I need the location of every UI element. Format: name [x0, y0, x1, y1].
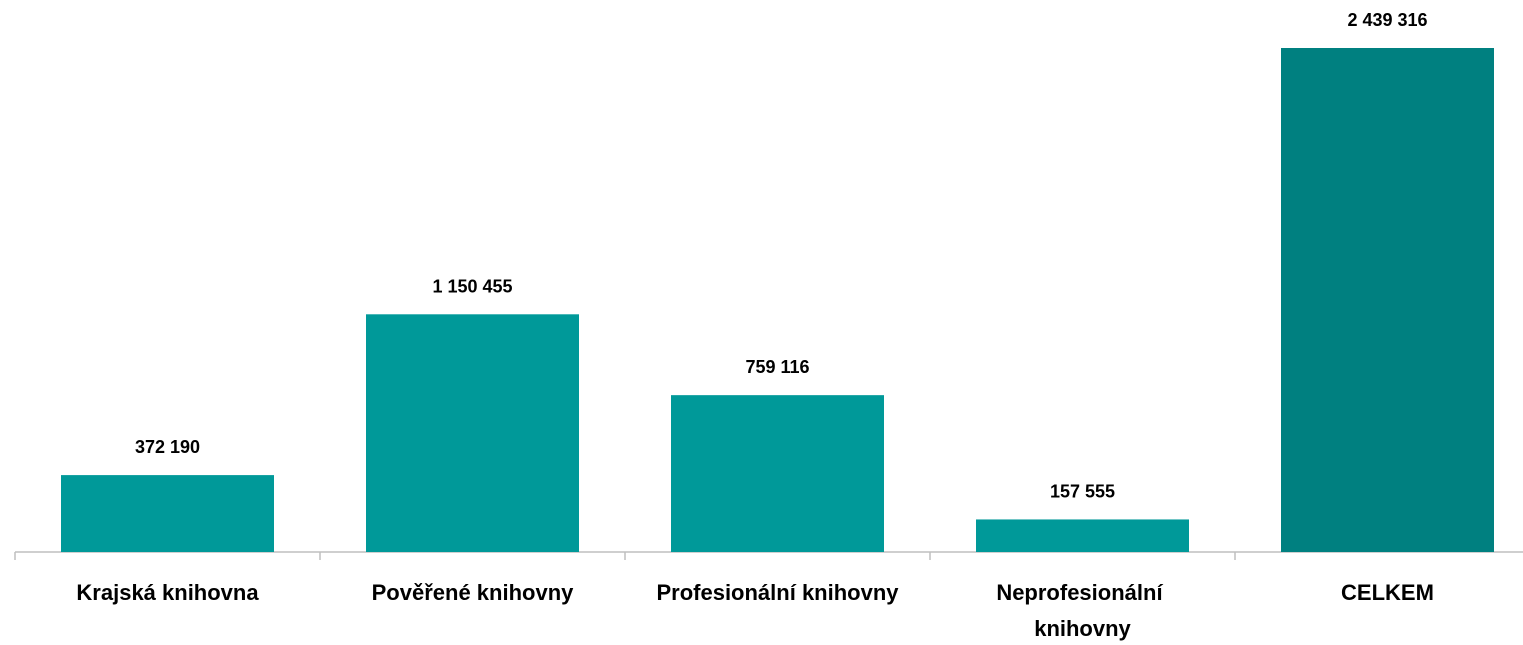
data-label: 372 190 — [135, 437, 200, 457]
x-tick-label: CELKEM — [1341, 580, 1434, 605]
x-tick-label: Neprofesionální knihovny — [996, 580, 1168, 641]
bar — [1281, 48, 1494, 552]
data-label: 157 555 — [1050, 481, 1115, 501]
data-label: 1 150 455 — [432, 276, 512, 296]
bar — [976, 519, 1189, 552]
bar — [366, 314, 579, 552]
bar — [671, 395, 884, 552]
data-label: 2 439 316 — [1347, 10, 1427, 30]
x-tick-label: Krajská knihovna — [76, 580, 259, 605]
data-label: 759 116 — [745, 357, 809, 377]
bar — [61, 475, 274, 552]
x-tick-label: Pověřené knihovny — [372, 580, 575, 605]
x-tick-label: Profesionální knihovny — [656, 580, 899, 605]
